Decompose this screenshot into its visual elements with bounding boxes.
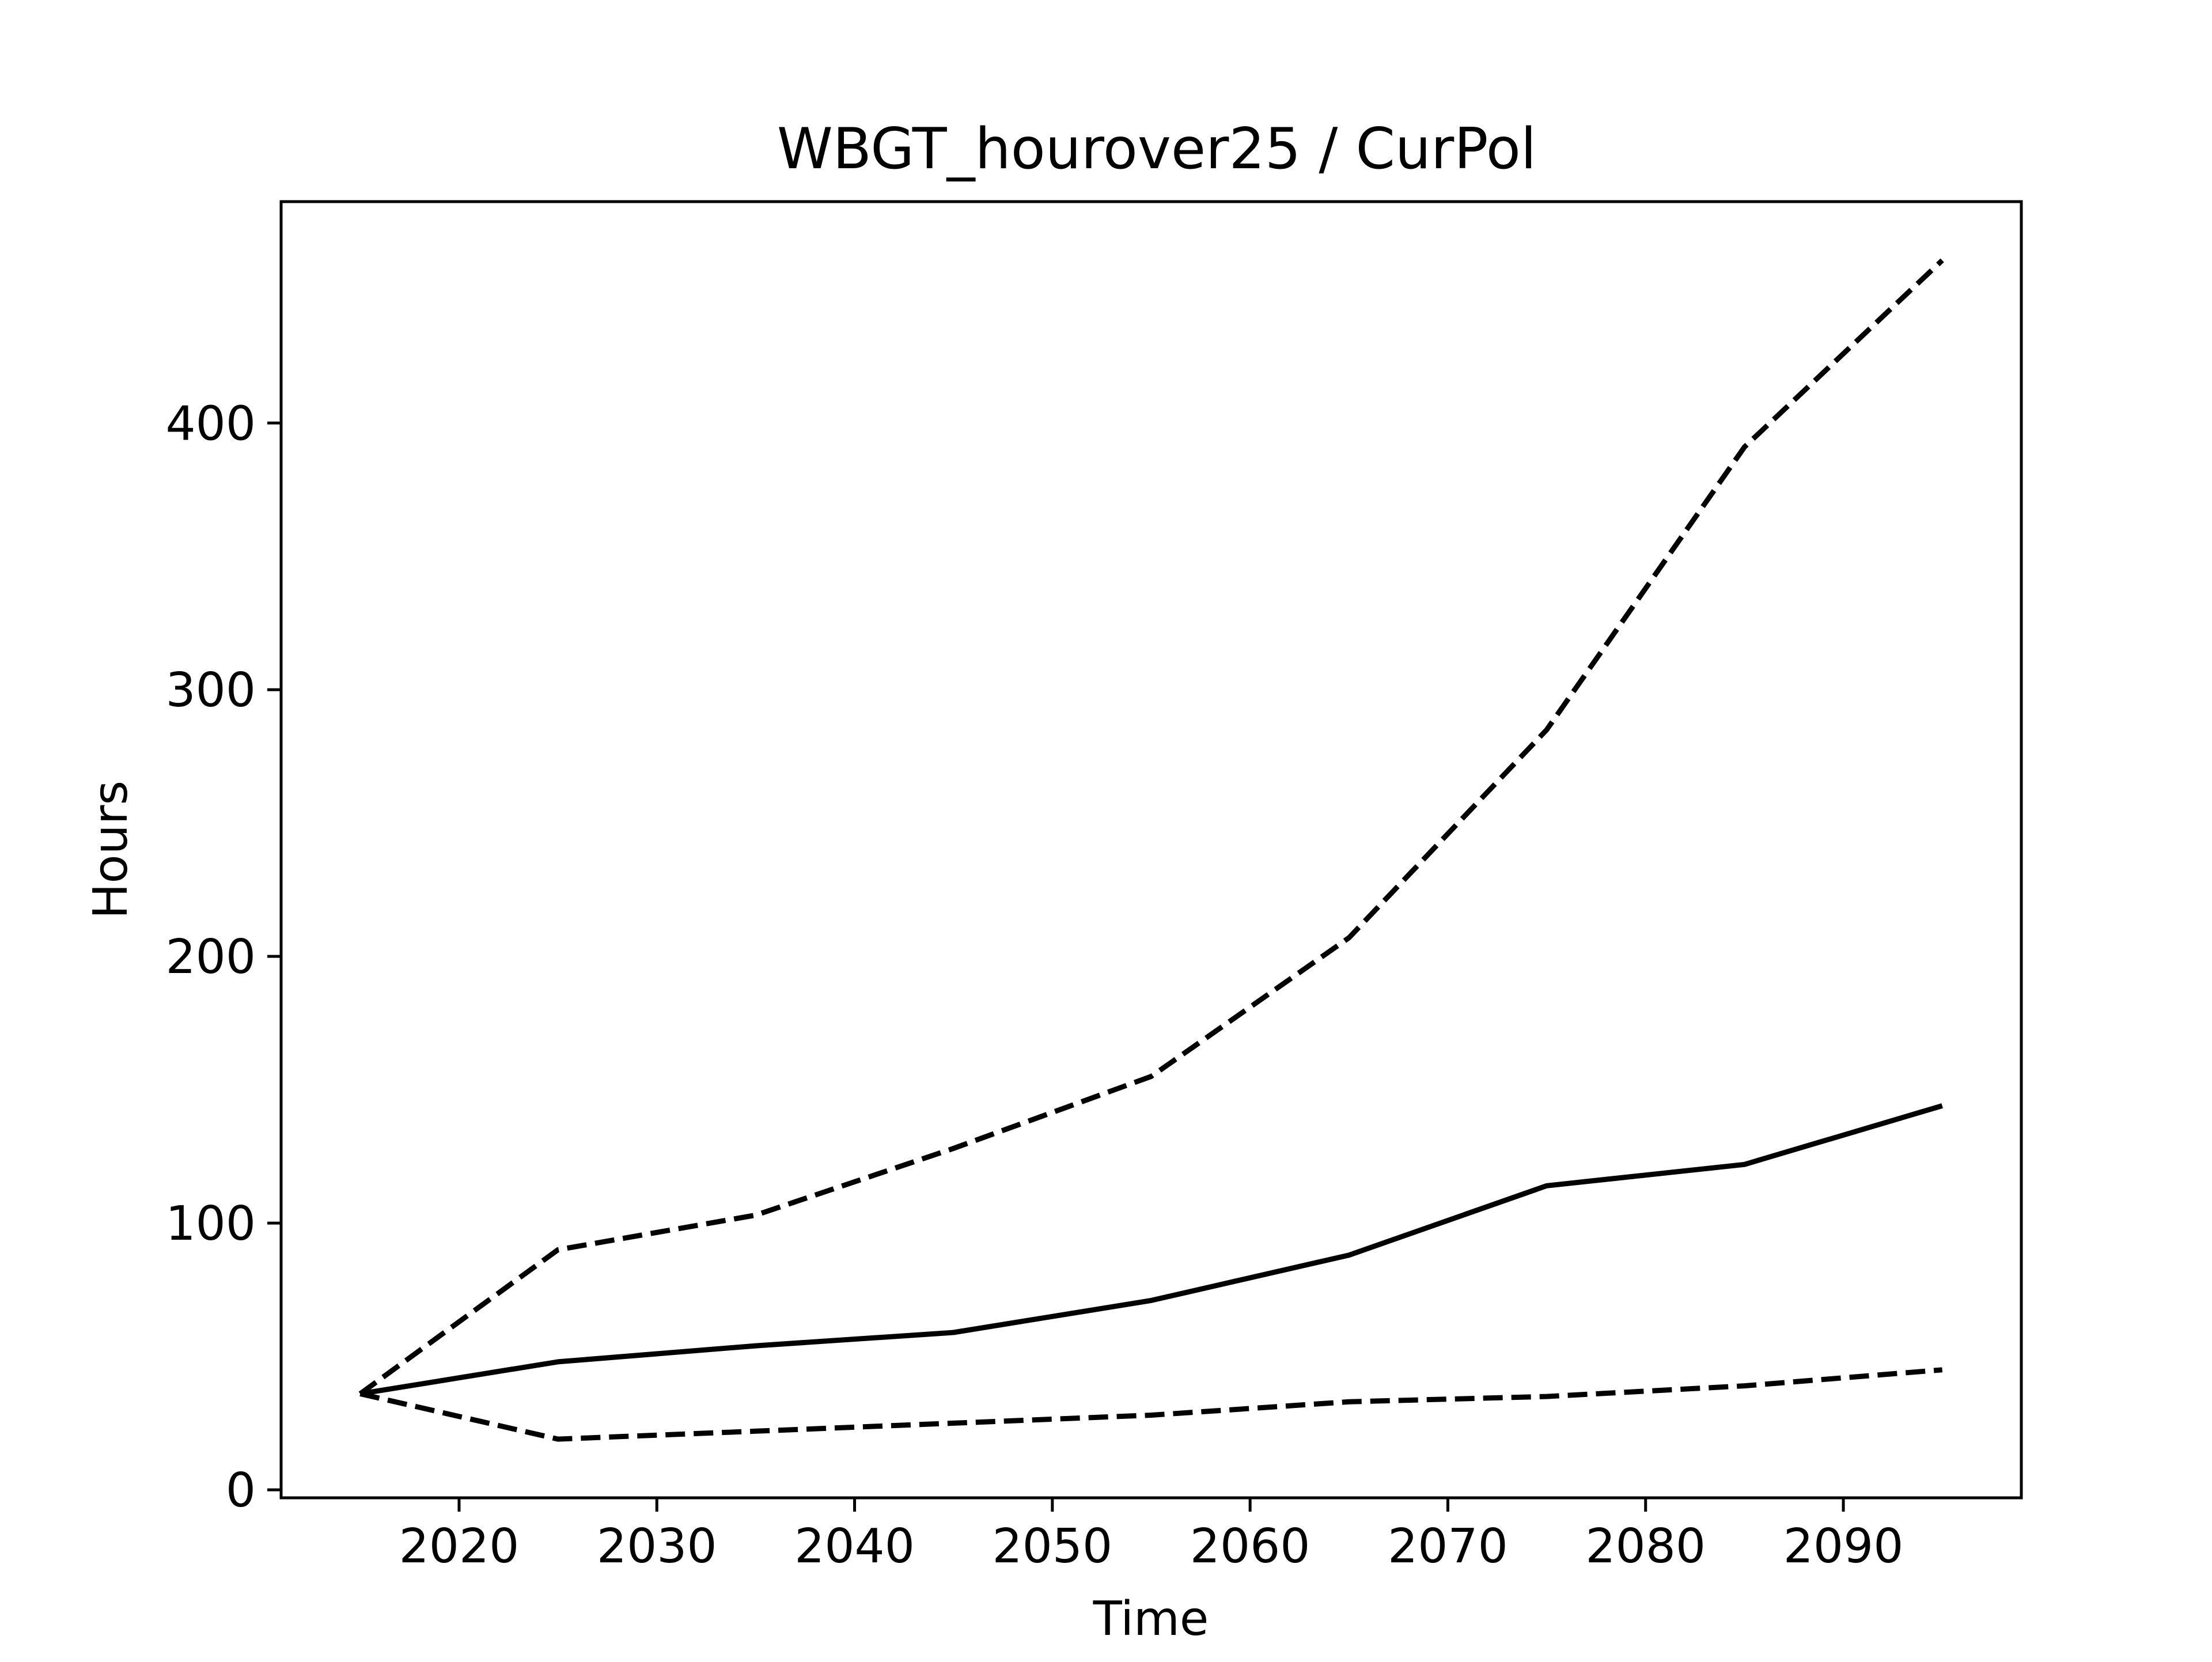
- series-line-median: [359, 1103, 1943, 1396]
- series-line-upper: [358, 258, 1944, 1396]
- plot-frame: [279, 200, 2023, 1500]
- chart-title: WBGT_hourover25 / CurPol: [777, 116, 1536, 182]
- y-axis: 0 100 200 300 400: [165, 396, 281, 1518]
- x-tick-label: 2070: [1388, 1519, 1508, 1574]
- x-tick-label: 2030: [597, 1519, 717, 1574]
- x-tick-label: 2060: [1190, 1519, 1310, 1574]
- series-layer: [358, 258, 1944, 1442]
- series-line-lower: [359, 1367, 1943, 1442]
- x-axis: 2020 2030 2040 2050 2060 2070 2080 2090: [399, 1498, 1904, 1574]
- y-tick-label: 200: [165, 930, 256, 985]
- y-tick-label: 400: [165, 396, 256, 451]
- y-tick-label: 100: [165, 1197, 256, 1251]
- x-tick-label: 2020: [399, 1519, 520, 1574]
- x-axis-label: Time: [1093, 1592, 1209, 1646]
- x-tick-label: 2040: [794, 1519, 915, 1574]
- x-tick-label: 2050: [993, 1519, 1113, 1574]
- x-tick-label: 2090: [1783, 1519, 1904, 1574]
- x-tick-label: 2080: [1585, 1519, 1706, 1574]
- y-tick-label: 300: [165, 663, 256, 718]
- y-tick-label: 0: [226, 1463, 256, 1518]
- y-axis-label: Hours: [84, 781, 138, 919]
